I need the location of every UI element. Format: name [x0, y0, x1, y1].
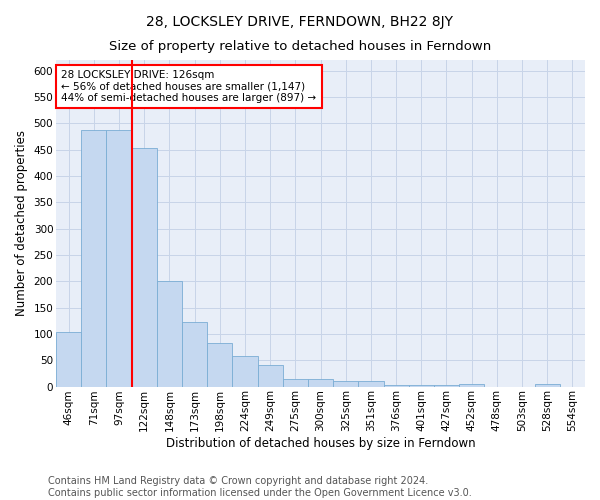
Bar: [131, 148, 157, 386]
Text: Size of property relative to detached houses in Ferndown: Size of property relative to detached ho…: [109, 40, 491, 53]
Bar: [358, 382, 383, 386]
Bar: [459, 384, 484, 386]
Bar: [257, 366, 283, 386]
Bar: [182, 322, 207, 386]
Bar: [232, 356, 257, 386]
Bar: [207, 344, 232, 386]
X-axis label: Distribution of detached houses by size in Ferndown: Distribution of detached houses by size …: [166, 437, 475, 450]
Y-axis label: Number of detached properties: Number of detached properties: [15, 130, 28, 316]
Bar: [283, 378, 308, 386]
Text: Contains HM Land Registry data © Crown copyright and database right 2024.
Contai: Contains HM Land Registry data © Crown c…: [48, 476, 472, 498]
Bar: [81, 130, 106, 386]
Bar: [333, 382, 358, 386]
Bar: [157, 281, 182, 386]
Bar: [308, 378, 333, 386]
Text: 28, LOCKSLEY DRIVE, FERNDOWN, BH22 8JY: 28, LOCKSLEY DRIVE, FERNDOWN, BH22 8JY: [146, 15, 454, 29]
Bar: [56, 332, 81, 386]
Text: 28 LOCKSLEY DRIVE: 126sqm
← 56% of detached houses are smaller (1,147)
44% of se: 28 LOCKSLEY DRIVE: 126sqm ← 56% of detac…: [61, 70, 316, 103]
Bar: [535, 384, 560, 386]
Bar: [106, 130, 131, 386]
